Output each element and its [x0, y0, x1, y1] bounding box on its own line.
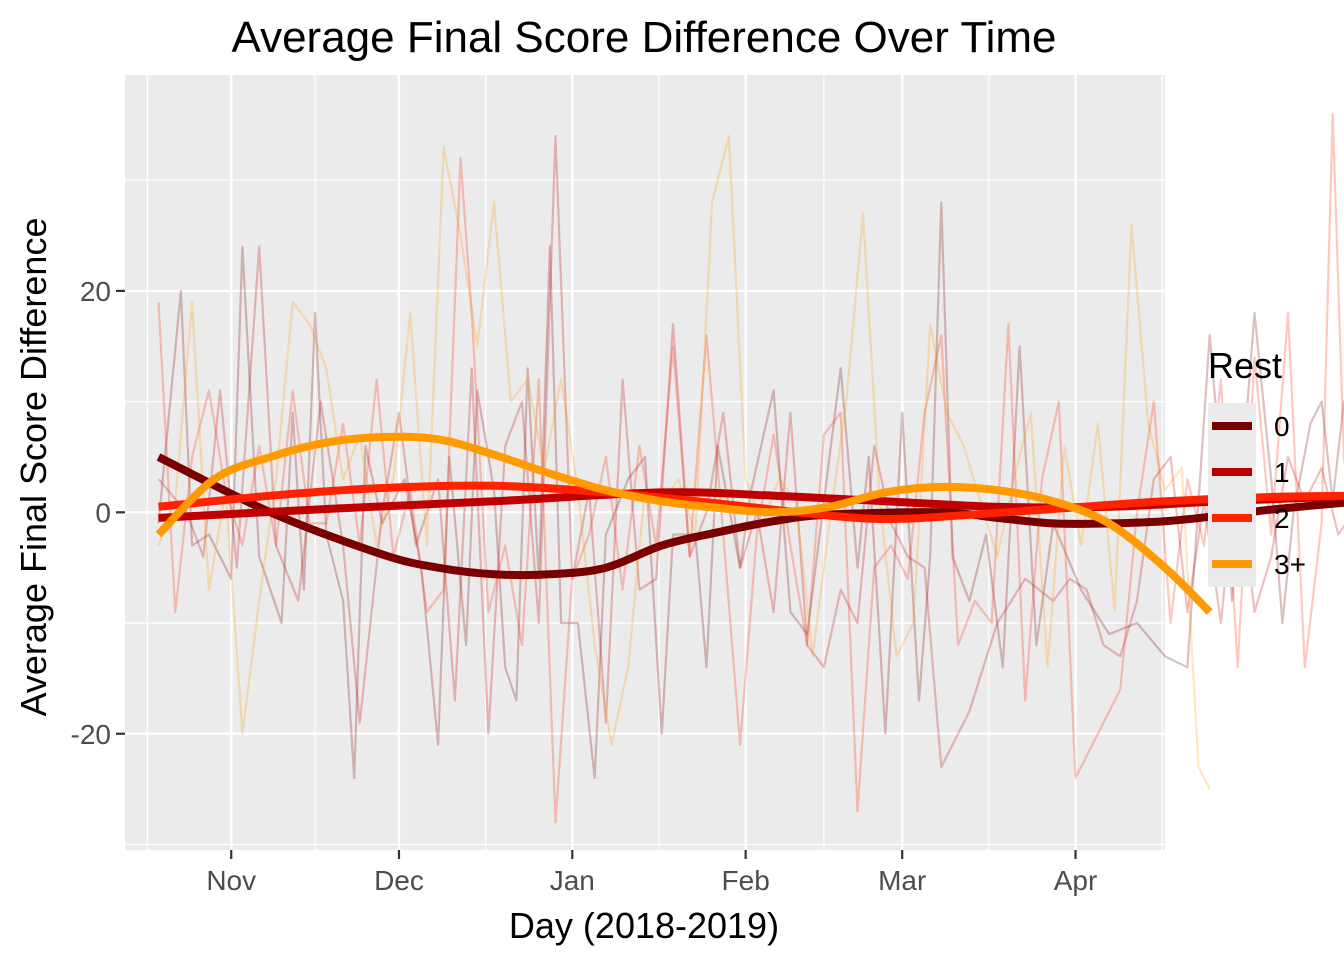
grid-lines [125, 75, 1165, 850]
legend-label-3+: 3+ [1274, 549, 1306, 580]
x-tick-label: Feb [722, 865, 770, 896]
y-tick-label: 0 [95, 497, 111, 528]
fit-line-3+ [155, 432, 1213, 615]
y-tick-label: -20 [71, 719, 111, 750]
axes: 20 0 -20 Nov Dec Jan Feb Mar Apr [71, 276, 1098, 896]
legend-label-1: 1 [1274, 457, 1290, 488]
y-axis-title: Average Final Score Difference [13, 218, 54, 717]
x-tick-label: Apr [1054, 865, 1098, 896]
x-tick-label: Mar [878, 865, 926, 896]
legend-label-0: 0 [1274, 411, 1290, 442]
smoothed-series-lines [155, 432, 1344, 615]
chart-title: Average Final Score Difference Over Time [232, 13, 1057, 62]
x-tick-label: Nov [206, 865, 256, 896]
raw-line-0 [157, 201, 1344, 780]
fit-line-0 [156, 453, 1344, 580]
x-tick-label: Dec [374, 865, 424, 896]
x-axis-title: Day (2018-2019) [509, 905, 779, 946]
plot-panel [125, 75, 1165, 850]
legend-title: Rest [1208, 345, 1282, 386]
legend-label-2: 2 [1274, 503, 1290, 534]
x-tick-label: Jan [550, 865, 595, 896]
y-tick-label: 20 [80, 276, 111, 307]
legend: Rest 0 1 2 3+ [1208, 345, 1306, 587]
